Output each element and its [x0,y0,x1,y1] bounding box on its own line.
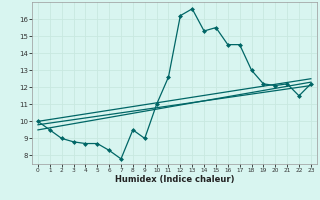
X-axis label: Humidex (Indice chaleur): Humidex (Indice chaleur) [115,175,234,184]
